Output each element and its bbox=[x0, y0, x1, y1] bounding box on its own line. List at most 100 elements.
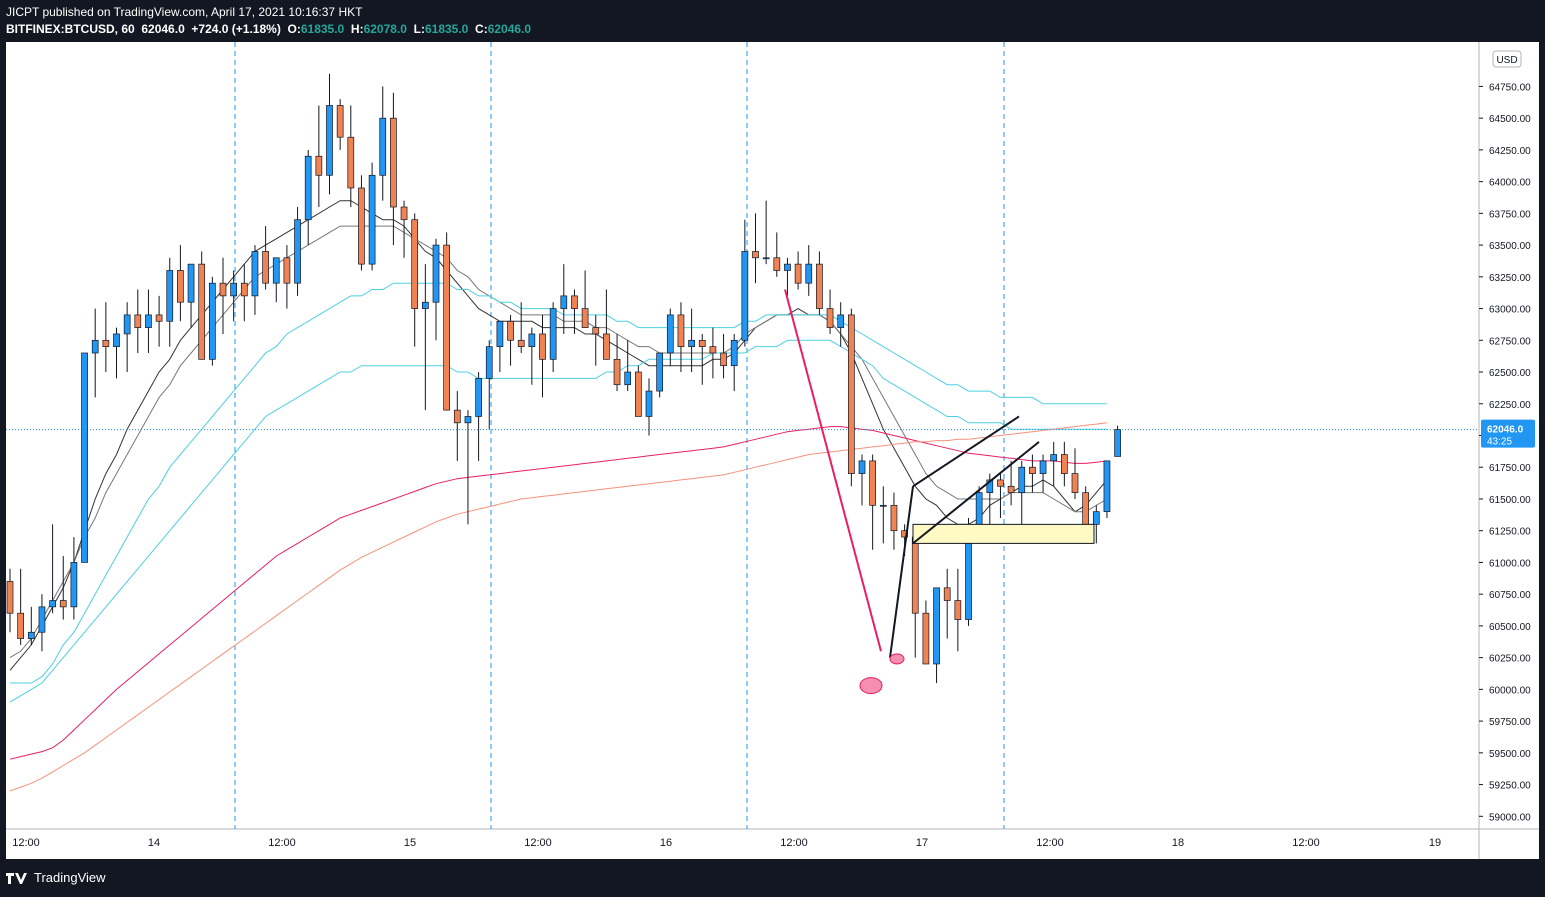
candle-body[interactable] bbox=[560, 295, 568, 309]
candle-body[interactable] bbox=[603, 333, 610, 360]
candle-body[interactable] bbox=[6, 581, 14, 614]
candle-body[interactable] bbox=[624, 371, 632, 386]
candle-body[interactable] bbox=[890, 504, 898, 532]
channel-upper-line[interactable] bbox=[912, 415, 1020, 488]
candle-body[interactable] bbox=[773, 257, 781, 271]
candle-body[interactable] bbox=[1007, 485, 1015, 493]
candle-body[interactable] bbox=[251, 251, 259, 297]
candle-body[interactable] bbox=[81, 352, 88, 563]
candle-body[interactable] bbox=[645, 390, 653, 417]
candle-body[interactable] bbox=[336, 105, 344, 138]
candle-body[interactable] bbox=[1060, 454, 1068, 474]
candle-body[interactable] bbox=[166, 270, 174, 322]
candle-body[interactable] bbox=[837, 314, 845, 328]
candle-body[interactable] bbox=[390, 117, 397, 208]
candle-body[interactable] bbox=[219, 282, 227, 297]
candle-body[interactable] bbox=[507, 320, 514, 341]
candle-body[interactable] bbox=[922, 612, 930, 665]
candle-body[interactable] bbox=[997, 479, 1004, 487]
candle-body[interactable] bbox=[1082, 492, 1090, 525]
candle-body[interactable] bbox=[198, 263, 206, 360]
candlestick-chart[interactable]: 59000.00 59250.00 59500.00 59750.00 60000.00… bbox=[6, 42, 1539, 859]
candle-body[interactable] bbox=[272, 257, 280, 284]
candle-body[interactable] bbox=[262, 251, 269, 284]
candle-body[interactable] bbox=[858, 460, 866, 474]
support-zone-box[interactable] bbox=[912, 523, 1095, 544]
candle-body[interactable] bbox=[784, 263, 791, 271]
candle-body[interactable] bbox=[592, 327, 600, 335]
candle-body[interactable] bbox=[1018, 466, 1026, 493]
candle-body[interactable] bbox=[326, 105, 333, 176]
candle-body[interactable] bbox=[49, 600, 56, 608]
candle-body[interactable] bbox=[1103, 460, 1111, 513]
candle-body[interactable] bbox=[209, 282, 216, 360]
candle-body[interactable] bbox=[986, 479, 994, 493]
candle-body[interactable] bbox=[879, 504, 887, 507]
candle-body[interactable] bbox=[1114, 429, 1121, 457]
candle-body[interactable] bbox=[422, 301, 429, 309]
symbol-name[interactable]: BITFINEX:BTCUSD, 60 bbox=[6, 22, 135, 36]
candle-body[interactable] bbox=[443, 244, 450, 411]
candle-body[interactable] bbox=[1071, 473, 1079, 493]
candle-body[interactable] bbox=[102, 339, 110, 347]
candle-body[interactable] bbox=[613, 358, 621, 386]
candle-body[interactable] bbox=[17, 612, 24, 639]
candle-body[interactable] bbox=[91, 339, 99, 354]
candle-body[interactable] bbox=[634, 371, 642, 417]
candle-body[interactable] bbox=[315, 155, 323, 176]
candle-body[interactable] bbox=[847, 314, 855, 474]
candle-body[interactable] bbox=[1039, 460, 1047, 474]
candle-body[interactable] bbox=[59, 600, 67, 608]
candle-body[interactable] bbox=[517, 339, 525, 347]
candle-body[interactable] bbox=[656, 352, 664, 392]
candle-body[interactable] bbox=[496, 320, 504, 347]
higher-low-marker-ellipse[interactable] bbox=[889, 653, 905, 665]
candle-body[interactable] bbox=[933, 587, 940, 665]
candle-body[interactable] bbox=[666, 314, 674, 354]
candle-body[interactable] bbox=[155, 314, 163, 322]
candle-body[interactable] bbox=[464, 416, 472, 424]
candle-body[interactable] bbox=[869, 460, 877, 506]
candle-body[interactable] bbox=[70, 562, 78, 608]
candle-body[interactable] bbox=[954, 600, 962, 620]
downtrend-line[interactable] bbox=[784, 289, 882, 652]
candle-body[interactable] bbox=[358, 187, 365, 265]
candle-body[interactable] bbox=[240, 282, 248, 297]
candle-body[interactable] bbox=[453, 409, 461, 424]
uptrend-line[interactable] bbox=[889, 486, 914, 658]
candle-body[interactable] bbox=[752, 251, 759, 259]
candle-body[interactable] bbox=[730, 339, 738, 367]
candle-body[interactable] bbox=[400, 206, 408, 221]
candle-body[interactable] bbox=[805, 263, 813, 284]
candle-body[interactable] bbox=[113, 333, 120, 347]
candle-body[interactable] bbox=[975, 492, 983, 525]
candle-body[interactable] bbox=[379, 117, 387, 176]
candle-body[interactable] bbox=[347, 136, 355, 189]
candle-body[interactable] bbox=[368, 174, 376, 265]
candle-body[interactable] bbox=[134, 314, 142, 328]
candle-body[interactable] bbox=[571, 295, 578, 309]
candle-body[interactable] bbox=[741, 251, 749, 341]
candle-body[interactable] bbox=[123, 314, 131, 335]
currency-badge[interactable] bbox=[1492, 50, 1522, 68]
candle-body[interactable] bbox=[432, 244, 440, 303]
candle-body[interactable] bbox=[528, 333, 536, 347]
candle-body[interactable] bbox=[826, 308, 834, 328]
candle-body[interactable] bbox=[1092, 511, 1100, 525]
candle-body[interactable] bbox=[794, 263, 802, 284]
candle-body[interactable] bbox=[475, 378, 482, 417]
candle-body[interactable] bbox=[145, 314, 152, 328]
candle-body[interactable] bbox=[283, 257, 291, 284]
candle-body[interactable] bbox=[294, 219, 301, 284]
candle-body[interactable] bbox=[549, 308, 557, 360]
candle-body[interactable] bbox=[762, 257, 770, 260]
candle-body[interactable] bbox=[177, 270, 184, 303]
candle-body[interactable] bbox=[709, 346, 717, 354]
candle-body[interactable] bbox=[677, 314, 685, 347]
candle-body[interactable] bbox=[688, 339, 695, 347]
candle-body[interactable] bbox=[411, 219, 419, 309]
chart-area[interactable]: 59000.00 59250.00 59500.00 59750.00 60000.00… bbox=[6, 42, 1539, 859]
candle-body[interactable] bbox=[720, 352, 727, 367]
candle-body[interactable] bbox=[581, 308, 589, 328]
candle-body[interactable] bbox=[1050, 454, 1058, 462]
